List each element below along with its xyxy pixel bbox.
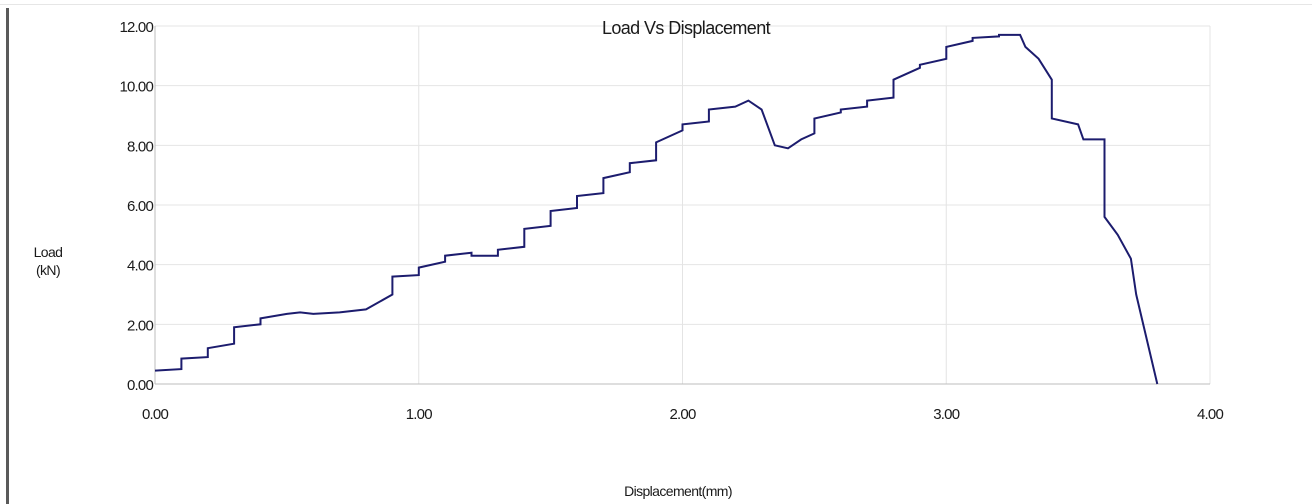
- y-tick-label: 10.00: [119, 79, 153, 96]
- y-tick-label: 6.00: [127, 198, 153, 215]
- y-axis-label-line-1: Load: [34, 244, 63, 260]
- y-tick-label: 0.00: [127, 377, 153, 394]
- y-tick-label: 2.00: [127, 317, 153, 334]
- x-axis-label: Displacement(mm): [624, 483, 732, 499]
- x-tick-label: 1.00: [406, 406, 432, 423]
- grid-layer: [154, 25, 1211, 385]
- y-tick-label: 8.00: [127, 138, 153, 155]
- x-tick-label: 3.00: [933, 406, 959, 423]
- tick-layer: 0.00 2.00 4.00 6.00 8.00 10.00 12.00 0.00 1.00 2.…: [119, 19, 1224, 423]
- left-border: [6, 8, 9, 504]
- y-tick-label: 4.00: [127, 258, 153, 275]
- x-tick-label: 0.00: [142, 406, 168, 423]
- y-tick-label: 12.00: [119, 19, 153, 36]
- x-tick-label: 4.00: [1197, 406, 1223, 423]
- chart-title: Load Vs Displacement: [602, 18, 771, 38]
- load-series-line: [154, 33, 1159, 385]
- y-axis-label-line-2: (kN): [36, 262, 60, 278]
- top-rule: [0, 4, 1312, 5]
- line-layer: [154, 33, 1159, 385]
- x-tick-label: 2.00: [670, 406, 696, 423]
